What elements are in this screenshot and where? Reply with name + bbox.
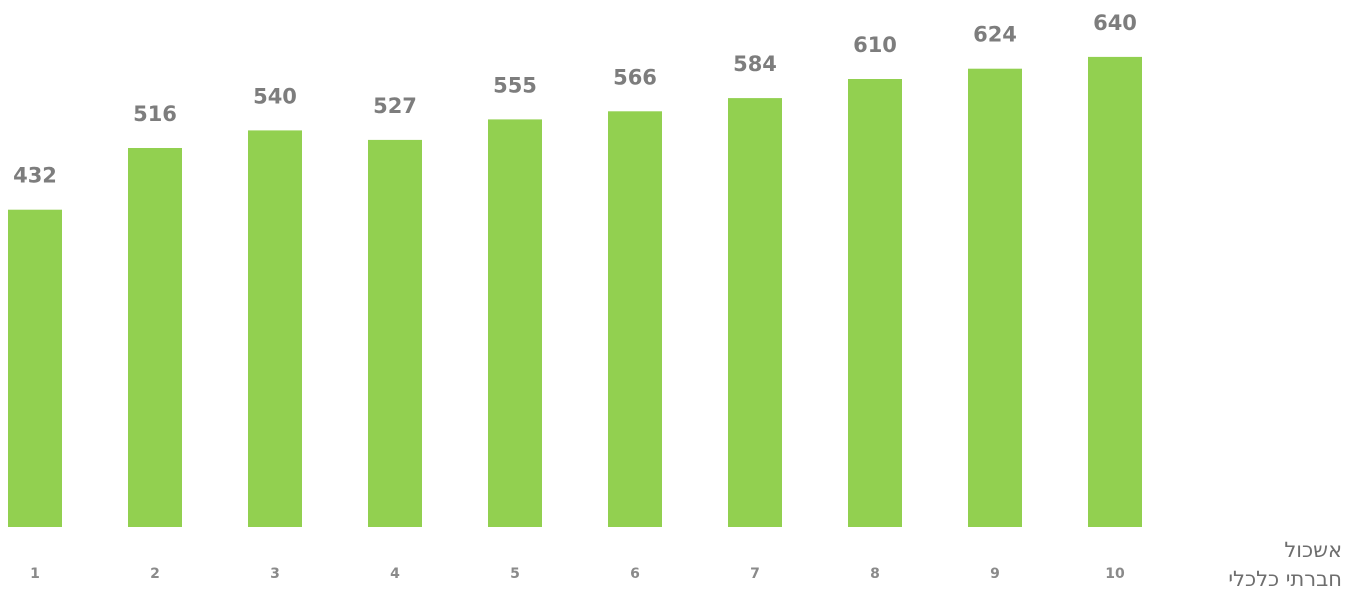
data-label-3: 540 xyxy=(253,84,297,108)
data-label-2: 516 xyxy=(133,102,177,126)
x-axis-title: אשכול חברתי כלכלי xyxy=(1166,536,1342,594)
bar-9 xyxy=(968,68,1022,527)
data-label-6: 566 xyxy=(613,65,657,89)
bar-5 xyxy=(488,119,542,528)
x-tick-label-9: 9 xyxy=(990,566,1000,582)
bar-3 xyxy=(248,130,302,527)
x-tick-label-3: 3 xyxy=(270,566,280,582)
data-label-8: 610 xyxy=(853,33,897,57)
x-tick-label-7: 7 xyxy=(750,566,760,582)
bar-6 xyxy=(608,111,662,528)
bar-4 xyxy=(368,139,422,527)
x-tick-labels-group: 1 2 3 4 5 6 7 8 9 10 xyxy=(30,566,1125,582)
x-axis-title-line-1: אשכול xyxy=(1284,538,1342,562)
x-tick-label-10: 10 xyxy=(1105,566,1125,582)
bar-2 xyxy=(128,148,182,527)
bar-7 xyxy=(728,98,782,527)
x-axis-title-line-2: חברתי כלכלי xyxy=(1228,567,1342,591)
bar-8 xyxy=(848,79,902,527)
bar-1 xyxy=(8,209,62,527)
x-tick-label-8: 8 xyxy=(870,566,880,582)
data-label-4: 527 xyxy=(373,94,417,118)
data-label-5: 555 xyxy=(493,73,537,97)
bars-group xyxy=(8,56,1142,528)
x-tick-label-4: 4 xyxy=(390,566,400,582)
x-tick-label-1: 1 xyxy=(30,566,40,582)
data-label-10: 640 xyxy=(1093,11,1137,35)
data-label-9: 624 xyxy=(973,23,1017,47)
x-tick-label-2: 2 xyxy=(150,566,160,582)
x-tick-label-6: 6 xyxy=(630,566,640,582)
x-tick-label-5: 5 xyxy=(510,566,520,582)
data-label-1: 432 xyxy=(13,164,57,188)
value-labels-group: 432 516 540 527 555 566 584 610 624 640 xyxy=(13,11,1137,188)
data-label-7: 584 xyxy=(733,52,777,76)
bar-10 xyxy=(1088,56,1142,528)
